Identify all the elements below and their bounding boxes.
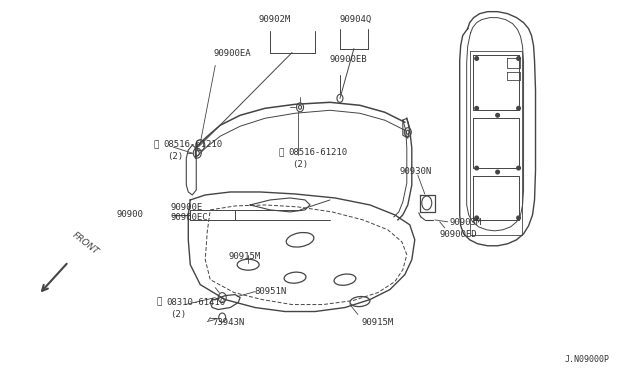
Circle shape: [516, 106, 520, 110]
Circle shape: [496, 113, 499, 117]
Text: (2): (2): [292, 160, 308, 169]
Text: J.N09000P: J.N09000P: [564, 355, 609, 364]
Text: 80951N: 80951N: [254, 286, 286, 296]
Text: 90903M: 90903M: [450, 218, 482, 227]
Text: 90904Q: 90904Q: [340, 15, 372, 24]
Text: 90902M: 90902M: [258, 15, 291, 24]
Text: (2): (2): [170, 310, 186, 318]
Circle shape: [475, 216, 479, 220]
Text: 90915M: 90915M: [228, 252, 260, 261]
Text: 08310-61410: 08310-61410: [166, 298, 225, 307]
Text: 90900E: 90900E: [170, 203, 203, 212]
Text: Ⓢ: Ⓢ: [278, 148, 284, 157]
Text: 90900EC: 90900EC: [170, 213, 208, 222]
Text: FRONT: FRONT: [70, 231, 100, 257]
Text: 08516-61210: 08516-61210: [288, 148, 347, 157]
Text: 90900: 90900: [116, 210, 143, 219]
Circle shape: [496, 170, 499, 174]
Text: 08516-61210: 08516-61210: [163, 140, 223, 149]
Text: (2): (2): [167, 152, 184, 161]
Circle shape: [516, 57, 520, 60]
Circle shape: [516, 166, 520, 170]
Text: 90900EA: 90900EA: [213, 48, 251, 58]
Text: 90915M: 90915M: [362, 318, 394, 327]
Text: Ⓢ: Ⓢ: [156, 298, 162, 307]
Circle shape: [516, 216, 520, 220]
Circle shape: [475, 57, 479, 60]
Circle shape: [475, 166, 479, 170]
Circle shape: [475, 106, 479, 110]
Text: 90900ED: 90900ED: [440, 230, 477, 239]
Text: 90900EB: 90900EB: [330, 55, 367, 64]
Text: Ⓢ: Ⓢ: [154, 140, 159, 149]
Text: 73943N: 73943N: [212, 318, 244, 327]
Text: 90930N: 90930N: [400, 167, 432, 176]
